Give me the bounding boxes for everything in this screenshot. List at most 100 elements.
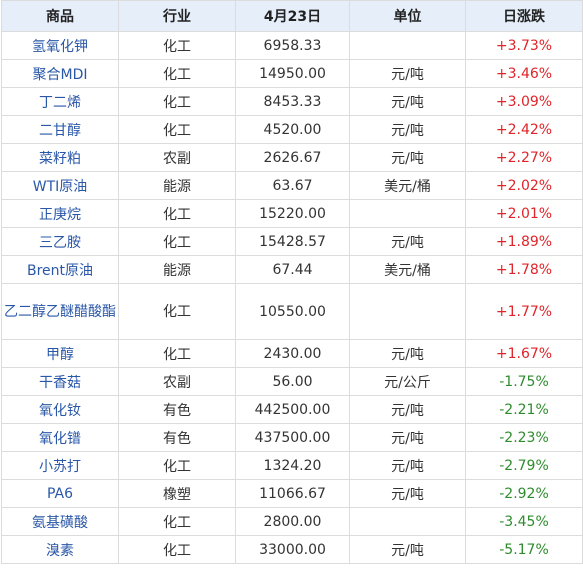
price-cell: 2430.00 <box>235 339 350 368</box>
change-cell: -2.79% <box>465 451 583 480</box>
price-cell: 15428.57 <box>235 227 350 256</box>
table-row: 溴素 化工 33000.00 元/吨 -5.17% <box>1 535 583 564</box>
price-cell: 2626.67 <box>235 143 350 172</box>
price-cell: 6958.33 <box>235 31 350 60</box>
table-row: 氢氧化钾 化工 6958.33 +3.73% <box>1 31 583 60</box>
change-cell: -5.17% <box>465 535 583 564</box>
price-cell: 63.67 <box>235 171 350 200</box>
table-row: 菜籽粕 农副 2626.67 元/吨 +2.27% <box>1 143 583 172</box>
commodity-cell: 三乙胺 <box>1 227 119 256</box>
change-cell: +2.42% <box>465 115 583 144</box>
commodity-cell: 氧化镨 <box>1 423 119 452</box>
price-cell: 15220.00 <box>235 199 350 228</box>
table-row: 甲醇 化工 2430.00 元/吨 +1.67% <box>1 339 583 368</box>
unit-cell: 元/吨 <box>349 423 466 452</box>
industry-cell: 化工 <box>118 31 236 60</box>
industry-cell: 化工 <box>118 115 236 144</box>
unit-cell: 元/吨 <box>349 143 466 172</box>
change-cell: +3.46% <box>465 59 583 88</box>
price-cell: 14950.00 <box>235 59 350 88</box>
price-cell: 33000.00 <box>235 535 350 564</box>
price-cell: 10550.00 <box>235 283 350 340</box>
unit-cell: 元/吨 <box>349 227 466 256</box>
industry-cell: 化工 <box>118 59 236 88</box>
unit-cell: 元/吨 <box>349 59 466 88</box>
unit-cell: 元/吨 <box>349 395 466 424</box>
change-cell: -3.45% <box>465 507 583 536</box>
industry-cell: 化工 <box>118 199 236 228</box>
industry-cell: 化工 <box>118 227 236 256</box>
change-cell: +2.01% <box>465 199 583 228</box>
unit-cell: 元/吨 <box>349 115 466 144</box>
industry-cell: 农副 <box>118 367 236 396</box>
industry-cell: 有色 <box>118 395 236 424</box>
header-commodity: 商品 <box>1 0 119 32</box>
header-industry: 行业 <box>118 0 236 32</box>
unit-cell: 元/吨 <box>349 479 466 508</box>
change-cell: +3.09% <box>465 87 583 116</box>
header-daily-change: 日涨跌 <box>465 0 583 32</box>
industry-cell: 能源 <box>118 171 236 200</box>
commodity-cell: 甲醇 <box>1 339 119 368</box>
unit-cell <box>349 199 466 228</box>
unit-cell: 元/吨 <box>349 535 466 564</box>
commodity-cell: 溴素 <box>1 535 119 564</box>
change-cell: -2.92% <box>465 479 583 508</box>
change-cell: +2.02% <box>465 171 583 200</box>
industry-cell: 化工 <box>118 507 236 536</box>
unit-cell: 元/吨 <box>349 451 466 480</box>
price-cell: 56.00 <box>235 367 350 396</box>
industry-cell: 农副 <box>118 143 236 172</box>
industry-cell: 化工 <box>118 451 236 480</box>
commodity-cell: Brent原油 <box>1 255 119 284</box>
commodity-cell: 正庚烷 <box>1 199 119 228</box>
table-row: 干香菇 农副 56.00 元/公斤 -1.75% <box>1 367 583 396</box>
table-body: 氢氧化钾 化工 6958.33 +3.73% 聚合MDI 化工 14950.00 元/吨 +3.… <box>1 31 583 564</box>
change-cell: -1.75% <box>465 367 583 396</box>
commodity-cell: 氨基磺酸 <box>1 507 119 536</box>
change-cell: +1.67% <box>465 339 583 368</box>
industry-cell: 化工 <box>118 283 236 340</box>
industry-cell: 化工 <box>118 87 236 116</box>
price-cell: 67.44 <box>235 255 350 284</box>
unit-cell <box>349 31 466 60</box>
unit-cell: 元/吨 <box>349 87 466 116</box>
table-row: 氨基磺酸 化工 2800.00 -3.45% <box>1 507 583 536</box>
table-row: 丁二烯 化工 8453.33 元/吨 +3.09% <box>1 87 583 116</box>
industry-cell: 有色 <box>118 423 236 452</box>
table-row: 正庚烷 化工 15220.00 +2.01% <box>1 199 583 228</box>
change-cell: -2.21% <box>465 395 583 424</box>
unit-cell <box>349 507 466 536</box>
header-date: 4月23日 <box>235 0 350 32</box>
table-row: 乙二醇乙醚醋酸酯 化工 10550.00 +1.77% <box>1 283 583 340</box>
change-cell: +3.73% <box>465 31 583 60</box>
unit-cell <box>349 283 466 340</box>
table-row: Brent原油 能源 67.44 美元/桶 +1.78% <box>1 255 583 284</box>
unit-cell: 元/公斤 <box>349 367 466 396</box>
header-row: 商品 行业 4月23日 单位 日涨跌 <box>1 0 583 32</box>
commodity-cell: 聚合MDI <box>1 59 119 88</box>
table-row: 二甘醇 化工 4520.00 元/吨 +2.42% <box>1 115 583 144</box>
price-cell: 437500.00 <box>235 423 350 452</box>
change-cell: +1.78% <box>465 255 583 284</box>
table-row: PA6 橡塑 11066.67 元/吨 -2.92% <box>1 479 583 508</box>
industry-cell: 化工 <box>118 535 236 564</box>
commodity-cell: PA6 <box>1 479 119 508</box>
header-unit: 单位 <box>349 0 466 32</box>
industry-cell: 能源 <box>118 255 236 284</box>
table-row: 氧化镨 有色 437500.00 元/吨 -2.23% <box>1 423 583 452</box>
unit-cell: 美元/桶 <box>349 255 466 284</box>
commodity-cell: 小苏打 <box>1 451 119 480</box>
table-row: 聚合MDI 化工 14950.00 元/吨 +3.46% <box>1 59 583 88</box>
price-cell: 11066.67 <box>235 479 350 508</box>
price-cell: 4520.00 <box>235 115 350 144</box>
table-row: 小苏打 化工 1324.20 元/吨 -2.79% <box>1 451 583 480</box>
commodity-cell: 干香菇 <box>1 367 119 396</box>
table-row: 氧化钕 有色 442500.00 元/吨 -2.21% <box>1 395 583 424</box>
commodity-cell: 氧化钕 <box>1 395 119 424</box>
price-cell: 2800.00 <box>235 507 350 536</box>
change-cell: +1.77% <box>465 283 583 340</box>
price-cell: 8453.33 <box>235 87 350 116</box>
commodity-cell: WTI原油 <box>1 171 119 200</box>
